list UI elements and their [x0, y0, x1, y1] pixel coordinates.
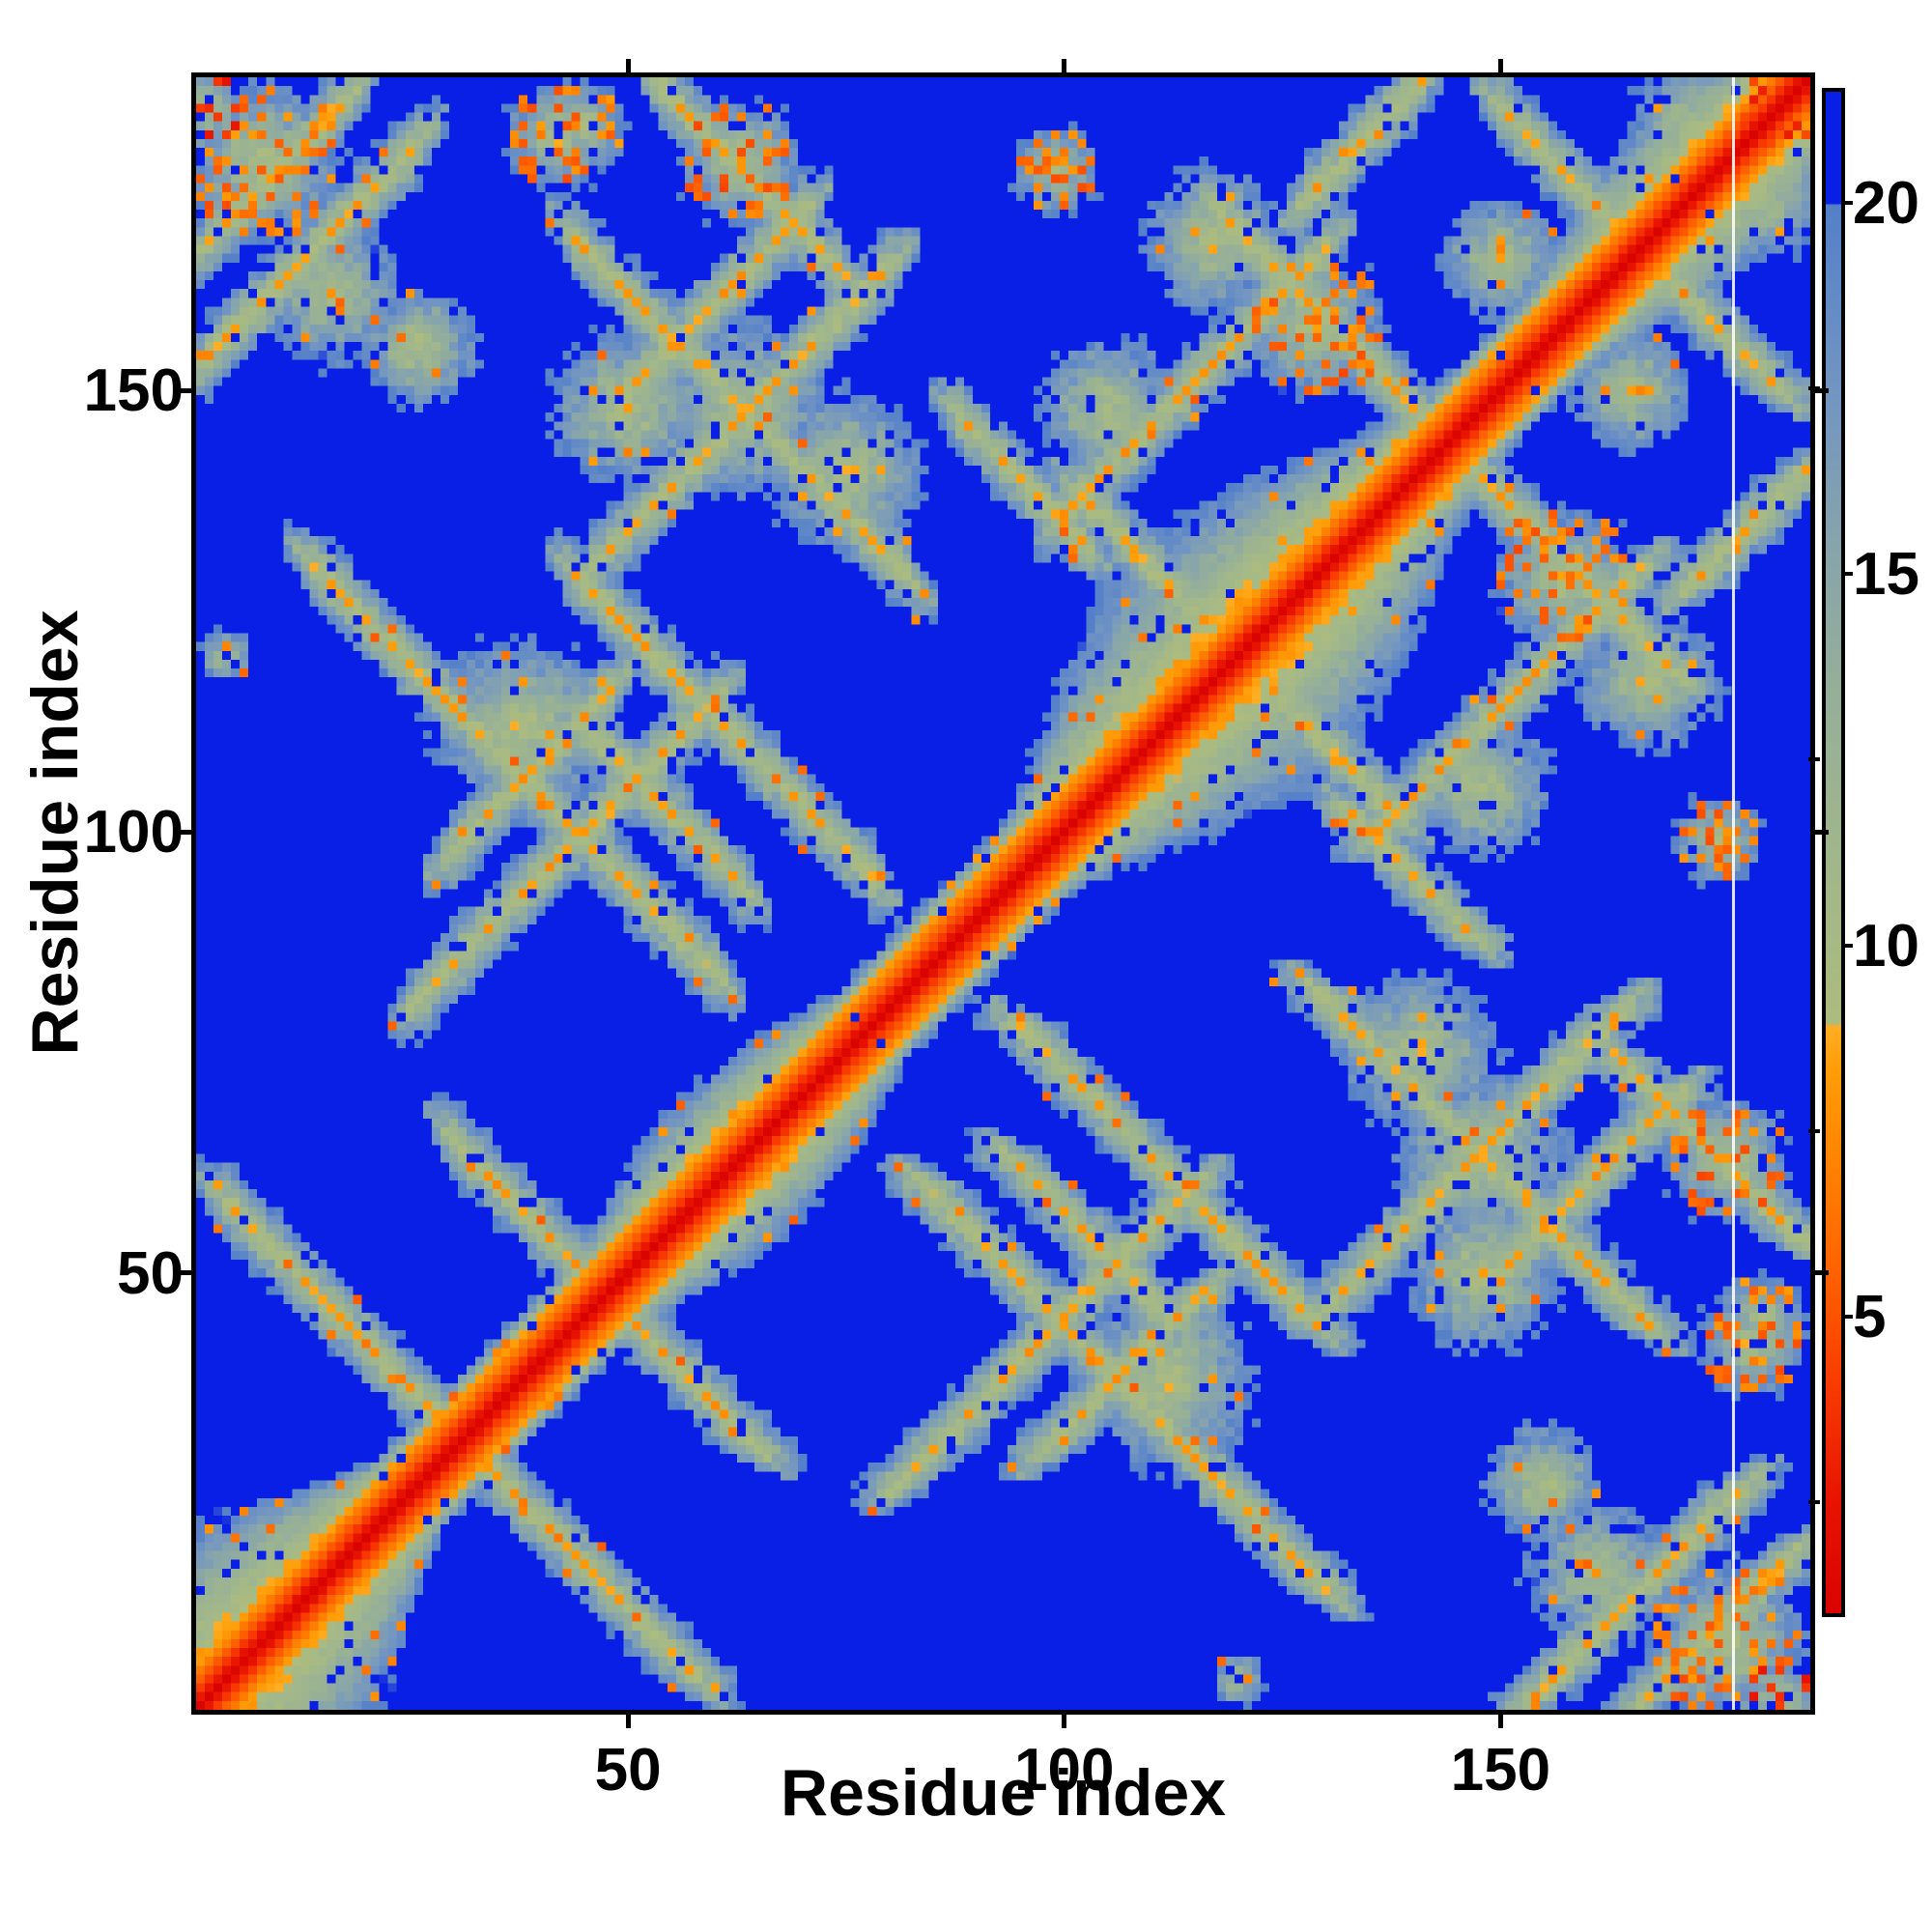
x-tick-label: 50 [594, 1737, 662, 1804]
plot-border [191, 72, 1815, 1715]
y-tick-left [178, 387, 191, 393]
y-tick-label: 150 [83, 357, 184, 425]
colorbar-major-tick [1843, 943, 1853, 948]
colorbar-tick-label: 5 [1853, 1283, 1887, 1350]
heatmap-canvas [196, 77, 1810, 1710]
y-tick-label: 50 [117, 1239, 184, 1307]
y-tick-right [1815, 1270, 1829, 1276]
colorbar-major-tick [1843, 572, 1853, 577]
x-tick-label: 100 [1013, 1737, 1115, 1804]
y-tick-left [178, 829, 191, 835]
colorbar-minor-tick [1808, 386, 1820, 391]
artifact-line [1732, 77, 1735, 1710]
x-tick-bottom [1062, 1715, 1067, 1728]
y-tick-right [1815, 829, 1829, 835]
colorbar-tick-label: 10 [1853, 912, 1919, 980]
colorbar-minor-tick [1808, 1128, 1820, 1133]
y-tick-label: 100 [83, 799, 184, 867]
colorbar-major-tick [1843, 1314, 1853, 1319]
colorbar-minor-tick [1808, 1499, 1820, 1504]
x-tick-bottom [625, 1715, 631, 1728]
x-tick-label: 150 [1450, 1737, 1551, 1804]
colorbar-major-tick [1843, 201, 1853, 206]
colorbar-tick-label: 20 [1853, 170, 1919, 238]
x-tick-top [1497, 59, 1503, 72]
x-tick-bottom [1497, 1715, 1503, 1728]
x-axis-title: Residue index [780, 1756, 1227, 1830]
x-tick-top [625, 59, 631, 72]
colorbar-tick-label: 15 [1853, 541, 1919, 609]
colorbar-minor-tick [1808, 757, 1820, 762]
x-tick-top [1062, 59, 1067, 72]
y-tick-right [1815, 387, 1829, 393]
y-tick-left [178, 1270, 191, 1276]
colorbar-canvas [1826, 92, 1841, 1613]
colorbar-frame [1822, 88, 1845, 1617]
